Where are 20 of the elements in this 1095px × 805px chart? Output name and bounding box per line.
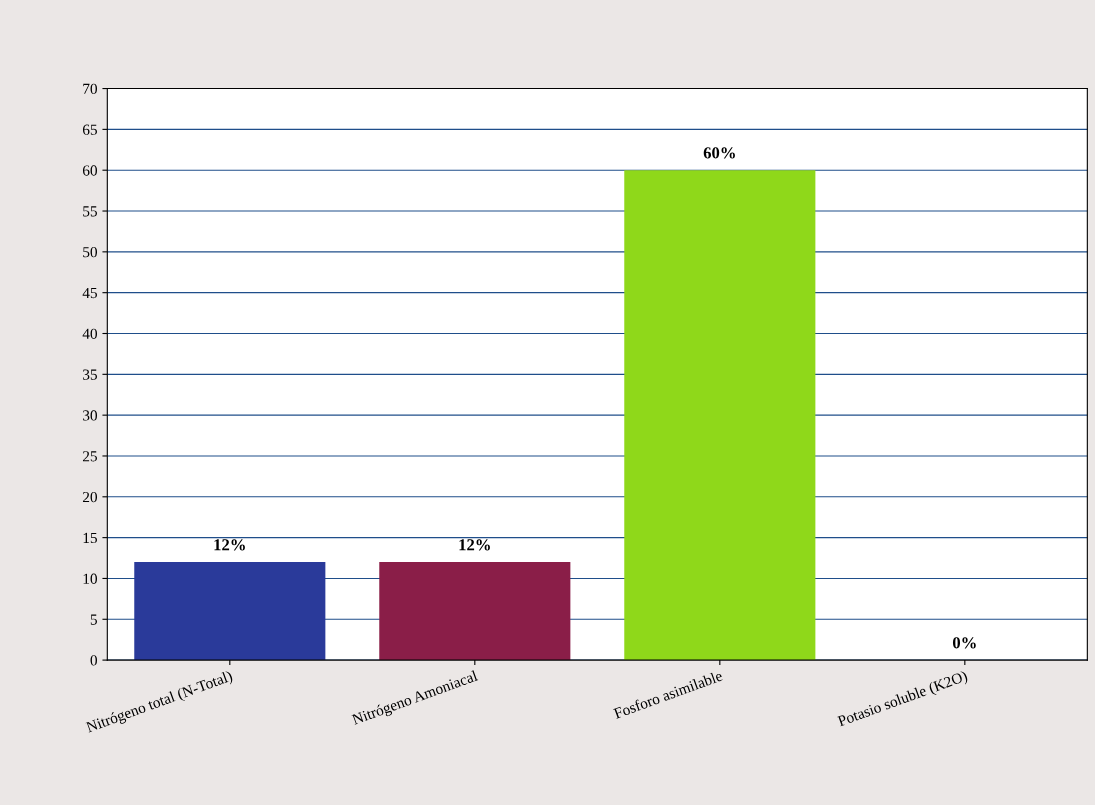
y-tick-label: 5 [90,614,97,625]
data-label: 12% [214,539,245,551]
y-tick-label: 30 [83,410,98,421]
y-tick-label: 65 [82,124,97,135]
data-label: 12% [459,539,490,551]
x-tick-label: Potasio soluble (K2O) [836,670,969,730]
y-tick-label: 35 [83,369,97,380]
y-tick-label: 60 [82,165,98,176]
y-tick-label: 45 [82,287,97,299]
y-tick-label: 55 [83,206,97,217]
y-tick-label: 0 [90,655,98,666]
y-tick-label: 50 [83,246,98,258]
y-tick-label: 25 [82,451,97,462]
y-tick-label: 20 [82,491,98,503]
y-tick-label: 40 [82,328,98,339]
y-tick-label: 15 [83,532,97,544]
data-label: 0% [952,637,976,649]
y-tick-label: 10 [83,573,98,584]
data-label: 60% [703,147,735,159]
y-tick-label: 70 [83,83,98,94]
